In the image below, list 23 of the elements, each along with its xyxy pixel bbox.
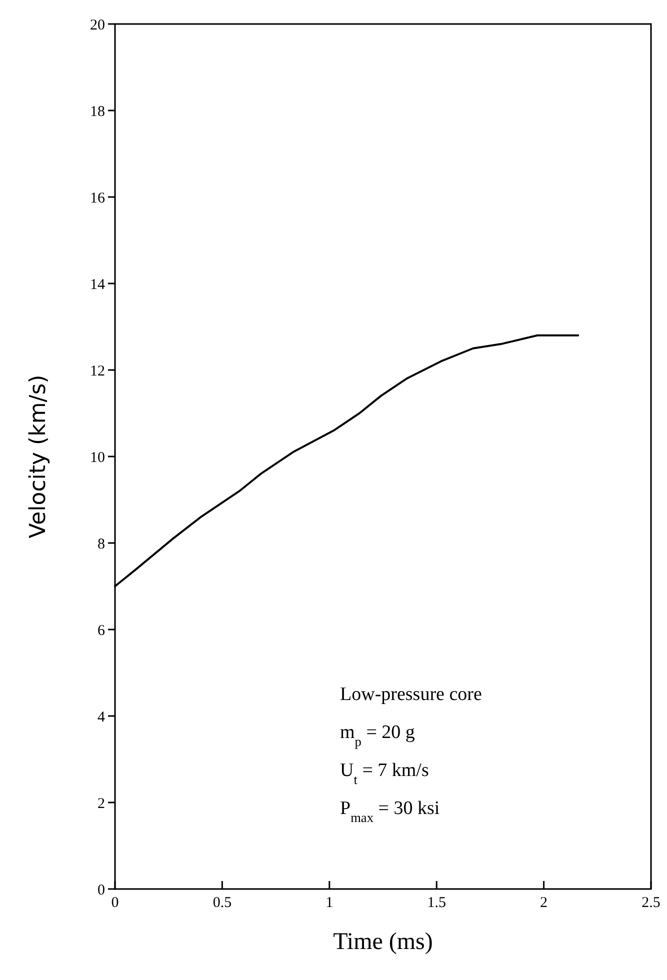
y-tick-label: 2 [98, 796, 105, 812]
x-tick-label: 1.5 [427, 895, 446, 911]
y-axis-title: Velocity (km/s) [26, 374, 51, 538]
y-tick-label: 8 [98, 536, 105, 552]
y-tick-label: 16 [90, 190, 106, 206]
x-tick-label: 2.5 [642, 895, 660, 911]
x-tick-label: 2 [540, 895, 548, 911]
y-tick-label: 6 [98, 622, 106, 639]
y-tick-label: 4 [98, 709, 106, 726]
y-tick-label: 18 [90, 104, 105, 120]
x-tick-label: 1 [326, 895, 334, 911]
y-tick-label: 0 [98, 882, 105, 898]
y-tick-label: 10 [90, 450, 105, 466]
y-tick-label: 20 [90, 17, 105, 34]
x-tick-label: 0 [111, 895, 119, 911]
y-tick-label: 14 [90, 276, 106, 293]
annotation: Low-pressure core [340, 684, 482, 705]
x-tick-label: 0.5 [212, 895, 232, 911]
annotation: P$_{max}$ = 30 ksi [340, 798, 440, 824]
annotation: U$_{t}$ = 7 km/s [340, 760, 429, 786]
annotation: m$_{p}$ = 20 g [340, 722, 416, 748]
x-axis-title: Time (ms) [333, 929, 433, 955]
y-tick-label: 12 [90, 363, 105, 380]
